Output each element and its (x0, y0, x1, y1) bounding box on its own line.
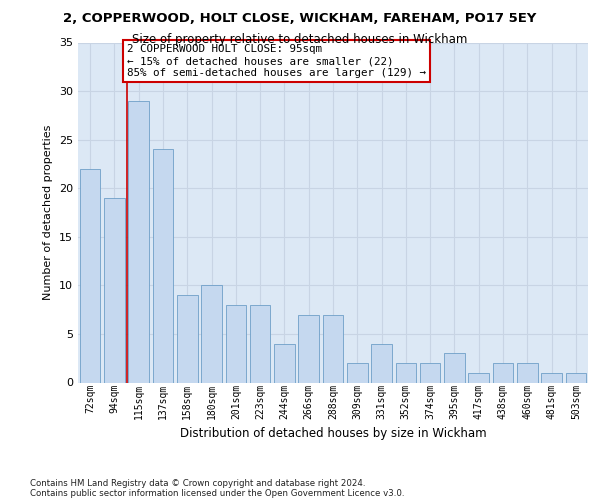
Bar (323, 314, 343, 382)
Text: Contains HM Land Registry data © Crown copyright and database right 2024.: Contains HM Land Registry data © Crown c… (30, 478, 365, 488)
Bar (128, 101, 149, 382)
Bar (80, 169, 100, 382)
Bar (469, 373, 489, 382)
X-axis label: Distribution of detached houses by size in Wickham: Distribution of detached houses by size … (179, 428, 487, 440)
Bar (420, 363, 440, 382)
Bar (177, 295, 197, 382)
Bar (250, 305, 271, 382)
Bar (152, 150, 173, 382)
Bar (226, 305, 246, 382)
Text: Contains public sector information licensed under the Open Government Licence v3: Contains public sector information licen… (30, 488, 404, 498)
Bar (541, 373, 562, 382)
Bar (517, 363, 538, 382)
Bar (347, 363, 368, 382)
Bar (201, 286, 222, 382)
Y-axis label: Number of detached properties: Number of detached properties (43, 125, 53, 300)
Text: 2 COPPERWOOD HOLT CLOSE: 95sqm
← 15% of detached houses are smaller (22)
85% of : 2 COPPERWOOD HOLT CLOSE: 95sqm ← 15% of … (127, 44, 426, 78)
Bar (566, 373, 586, 382)
Bar (395, 363, 416, 382)
Bar (493, 363, 514, 382)
Text: 2, COPPERWOOD, HOLT CLOSE, WICKHAM, FAREHAM, PO17 5EY: 2, COPPERWOOD, HOLT CLOSE, WICKHAM, FARE… (64, 12, 536, 26)
Text: Size of property relative to detached houses in Wickham: Size of property relative to detached ho… (133, 32, 467, 46)
Bar (274, 344, 295, 382)
Bar (371, 344, 392, 382)
Bar (444, 354, 465, 382)
Bar (298, 314, 319, 382)
Bar (104, 198, 125, 382)
